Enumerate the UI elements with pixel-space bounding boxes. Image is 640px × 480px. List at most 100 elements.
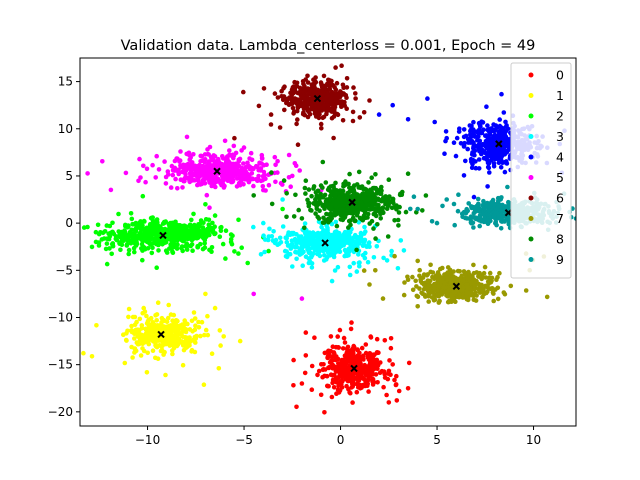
data-point: [193, 171, 199, 177]
data-point: [275, 158, 280, 164]
data-point: [251, 224, 256, 230]
data-point: [438, 275, 444, 280]
data-point: [456, 294, 462, 300]
data-point: [211, 153, 216, 158]
data-point: [374, 244, 380, 249]
data-point: [324, 200, 329, 205]
data-point: [473, 159, 478, 164]
data-point: [289, 238, 295, 243]
data-point: [124, 243, 130, 248]
data-point: [473, 165, 479, 171]
data-point: [384, 392, 389, 398]
data-point: [351, 260, 357, 266]
data-point: [138, 175, 143, 180]
data-point: [468, 286, 473, 291]
data-point: [292, 79, 297, 85]
data-point: [153, 313, 158, 318]
data-point: [193, 168, 199, 173]
data-point: [150, 245, 155, 251]
data-point: [329, 250, 335, 256]
data-point: [460, 214, 465, 220]
data-point: [451, 201, 457, 207]
data-point: [291, 214, 297, 219]
data-point: [353, 91, 358, 96]
data-point: [364, 382, 369, 388]
data-point: [366, 389, 371, 394]
data-point: [335, 264, 341, 270]
data-point: [195, 244, 200, 250]
data-point: [375, 222, 380, 227]
data-point: [325, 383, 330, 389]
data-point: [430, 274, 435, 280]
data-point: [183, 338, 189, 343]
data-point: [218, 225, 223, 231]
data-point: [499, 91, 504, 97]
data-point: [496, 198, 501, 204]
data-point: [306, 234, 311, 240]
data-point: [182, 318, 187, 323]
data-point: [223, 256, 228, 261]
data-point: [140, 257, 145, 263]
data-point: [239, 245, 244, 250]
data-point: [340, 82, 346, 88]
data-point: [149, 250, 155, 256]
data-point: [435, 292, 441, 298]
data-point: [328, 205, 334, 210]
data-point: [141, 348, 147, 354]
data-point: [302, 185, 308, 191]
data-point: [413, 278, 419, 284]
data-point: [347, 171, 352, 177]
data-point: [153, 344, 159, 349]
data-point: [299, 251, 305, 256]
data-point: [341, 372, 347, 377]
x-tick-label: 5: [433, 433, 441, 447]
data-point-outlier: [183, 345, 189, 351]
series-5-points: [85, 134, 346, 301]
data-point: [474, 144, 480, 150]
data-point: [133, 243, 139, 248]
data-point: [319, 94, 325, 99]
data-point: [499, 212, 505, 218]
data-point: [332, 85, 337, 90]
data-point: [169, 243, 175, 249]
data-point: [230, 179, 236, 184]
data-point: [476, 166, 482, 171]
data-point: [329, 109, 335, 114]
data-point: [272, 154, 278, 160]
data-point: [126, 232, 132, 238]
data-point: [332, 208, 337, 214]
data-point: [321, 228, 326, 233]
data-point: [473, 216, 479, 222]
data-point: [454, 135, 460, 141]
data-point: [178, 149, 183, 154]
data-point: [459, 288, 465, 293]
data-point: [394, 373, 399, 379]
data-point: [435, 270, 441, 275]
legend-marker-4: [528, 154, 534, 160]
data-point: [342, 103, 348, 108]
data-point: [265, 237, 271, 243]
data-point: [286, 230, 291, 235]
data-point: [351, 205, 357, 211]
data-point: [102, 229, 108, 234]
data-point: [320, 104, 325, 110]
data-point: [259, 156, 265, 161]
data-point: [302, 228, 307, 234]
data-point-outlier: [330, 344, 336, 350]
data-point: [481, 149, 487, 154]
data-point: [473, 209, 478, 214]
y-tick-label: −5: [55, 263, 73, 277]
data-point: [227, 148, 232, 153]
data-point: [291, 383, 296, 388]
data-point: [491, 161, 497, 166]
data-point-outlier: [328, 334, 334, 339]
data-point: [323, 180, 329, 185]
data-point: [317, 236, 323, 241]
data-point-outlier: [405, 277, 411, 283]
data-point: [295, 142, 301, 147]
data-point: [398, 238, 404, 243]
data-point: [288, 184, 294, 189]
data-point: [174, 222, 180, 228]
data-point: [325, 225, 330, 231]
data-point: [126, 306, 132, 312]
